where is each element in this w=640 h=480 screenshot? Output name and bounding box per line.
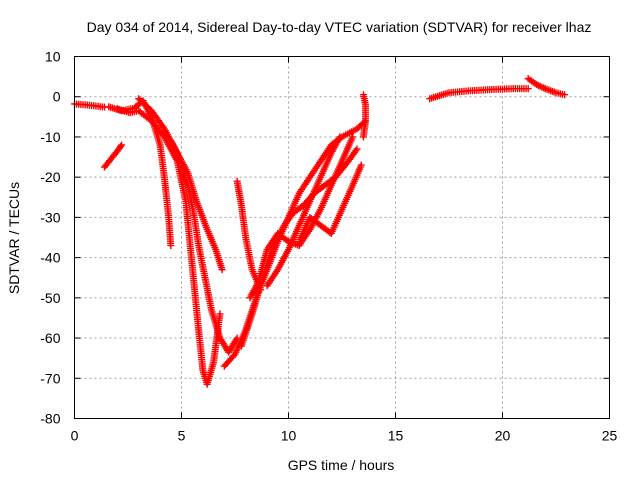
x-tick-labels: 0 5 10 15 20 25 xyxy=(71,428,618,444)
series-track-4 xyxy=(113,105,224,388)
y-tick-label: -60 xyxy=(40,330,60,346)
series-track-3 xyxy=(105,97,175,250)
data-point xyxy=(353,145,361,153)
y-tick-labels: 10 0 -10 -20 -30 -40 -50 -60 -70 -80 xyxy=(40,49,60,427)
plot-frame xyxy=(74,56,610,419)
data-point xyxy=(349,133,357,141)
y-tick-label: -30 xyxy=(40,209,60,225)
data-point xyxy=(359,91,367,99)
grid xyxy=(74,56,610,419)
y-tick-label: -70 xyxy=(40,370,60,386)
data-point xyxy=(561,91,569,99)
y-tick-label: -20 xyxy=(40,169,60,185)
x-axis-label: GPS time / hours xyxy=(288,457,395,473)
y-axis-label: SDTVAR / TECUs xyxy=(6,182,22,294)
chart-title: Day 034 of 2014, Sidereal Day-to-day VTE… xyxy=(87,19,592,35)
series-track-13 xyxy=(359,91,370,141)
y-tick-label: -10 xyxy=(40,129,60,145)
series-track-15 xyxy=(524,75,569,99)
data-point xyxy=(117,142,125,150)
data-point xyxy=(218,266,226,274)
data-point xyxy=(357,161,365,169)
x-tick-label: 10 xyxy=(281,428,297,444)
series-track-6 xyxy=(167,137,226,274)
x-tick-label: 0 xyxy=(71,428,79,444)
y-tick-label: 10 xyxy=(45,49,61,65)
y-tick-label: -80 xyxy=(40,411,60,427)
series-track-12 xyxy=(295,161,365,246)
y-tick-label: -40 xyxy=(40,250,60,266)
series-track-11 xyxy=(263,133,344,290)
x-tick-label: 20 xyxy=(495,428,511,444)
series-track-14 xyxy=(426,85,532,103)
x-tick-label: 25 xyxy=(602,428,618,444)
x-tick-label: 15 xyxy=(388,428,404,444)
y-tick-label: -50 xyxy=(40,290,60,306)
data-point xyxy=(118,141,126,149)
data-point xyxy=(524,85,532,93)
data-point xyxy=(216,310,224,318)
data-point xyxy=(336,133,344,141)
data-point xyxy=(167,242,175,250)
x-tick-label: 5 xyxy=(178,428,186,444)
plot-area xyxy=(71,75,569,388)
series-track-7 xyxy=(233,177,265,294)
data-point xyxy=(230,352,238,360)
y-tick-label: 0 xyxy=(53,89,61,105)
series-track-2 xyxy=(100,141,126,171)
series-track-1 xyxy=(71,100,108,111)
